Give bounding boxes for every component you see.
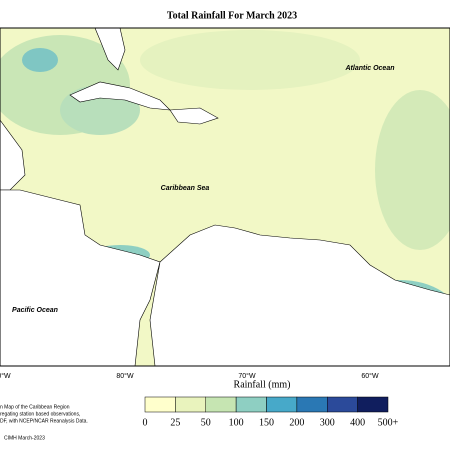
longitude-label: 60°W (361, 372, 379, 380)
caption-line: n Map of the Caribbean Region (0, 404, 70, 410)
ocean-label: Caribbean Sea (161, 185, 210, 192)
colorbar-box (266, 396, 298, 413)
ocean-label: Pacific Ocean (12, 307, 58, 314)
colorbar-box (175, 396, 206, 413)
colorbar-box (327, 396, 358, 413)
title: Total Rainfall For March 2023 (167, 10, 297, 21)
caption-line: DF, with NCEP/NCAR Reanalysis Data. (0, 418, 88, 424)
caption-line: regating station based observations, (0, 411, 80, 417)
longitude-labels: 0°W 80°W 70°W 60°W (0, 372, 379, 380)
frame (0, 27, 450, 367)
legend-title: Rainfall (mm) (234, 379, 291, 390)
colorbar-label: 500+ (378, 417, 399, 428)
colorbar-box (205, 396, 237, 413)
shade (140, 30, 360, 90)
colorbar-label: 200 (289, 417, 304, 428)
colorbar-label: 25 (170, 417, 180, 428)
credit: CIMH March-2023 (4, 435, 45, 441)
cuba (69, 81, 171, 111)
colorbar-label: 300 (320, 417, 335, 428)
colorbar-label: 100 (229, 417, 244, 428)
central-america (0, 189, 161, 367)
colorbar-box (144, 396, 176, 413)
hispaniola (169, 107, 219, 125)
longitude-label: 70°W (238, 372, 256, 380)
yucatan (0, 119, 26, 191)
longitude-label: 80°W (116, 372, 134, 380)
colorbar-label: 150 (259, 417, 274, 428)
colorbar-label: 50 (201, 417, 211, 428)
shade (22, 48, 58, 72)
colorbar-box (296, 396, 328, 413)
ocean-label: Atlantic Ocean (344, 65, 394, 72)
map: Atlantic Ocean Caribbean Sea Pacific Oce… (0, 27, 450, 367)
shade (375, 90, 450, 250)
colorbar-box (357, 396, 389, 413)
longitude-label: 0°W (0, 372, 11, 380)
colorbar-box (235, 396, 267, 413)
colorbar: 0 25 50 100 150 200 300 400 500+ (143, 396, 399, 428)
colorbar-label: 0 (143, 417, 148, 428)
colorbar-label: 400 (350, 417, 365, 428)
